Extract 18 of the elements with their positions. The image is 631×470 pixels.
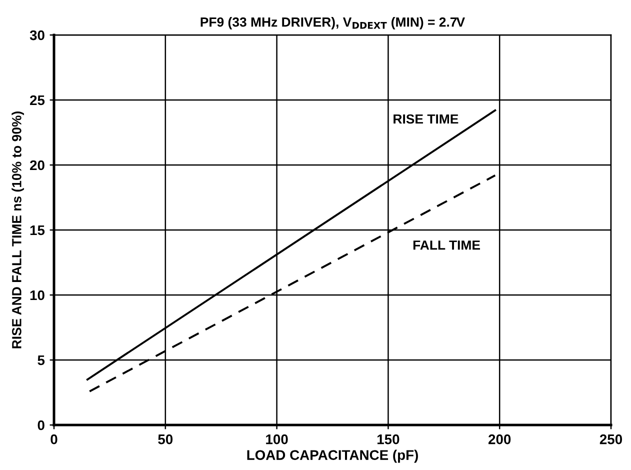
x-tick-label: 200 <box>488 434 511 444</box>
chart-title: PF9 (33 MHz DRIVER), V$_{DDEXT}$ (MIN) = 2.7V <box>200 17 465 30</box>
y-axis-title: RISE AND FALL TIME ns (10% to 90%) <box>12 112 24 348</box>
x-tick-label: 0 <box>50 434 58 444</box>
y-tick-label: 5 <box>38 355 45 366</box>
y-tick-label: 30 <box>30 30 44 40</box>
y-tick-label: 10 <box>30 290 44 300</box>
x-tick-label: 50 <box>158 434 173 444</box>
x-axis-title: LOAD CAPACITANCE (pF) <box>247 450 418 463</box>
x-tick-label: 100 <box>266 434 288 444</box>
x-tick-label: 250 <box>600 434 622 444</box>
y-tick-label: 15 <box>30 225 45 236</box>
y-tick-label: 20 <box>30 160 44 170</box>
y-tick-label: 25 <box>30 95 45 106</box>
series-label: FALL TIME <box>413 240 480 250</box>
x-tick-label: 150 <box>377 434 400 444</box>
y-tick-label: 0 <box>38 420 44 430</box>
series-label: RISE TIME <box>394 114 458 124</box>
